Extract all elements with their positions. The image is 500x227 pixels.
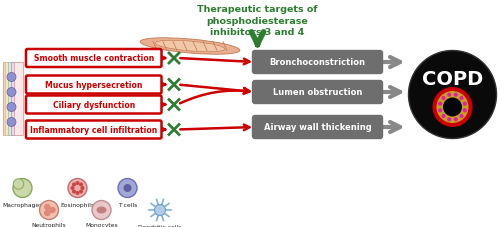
FancyBboxPatch shape bbox=[252, 81, 382, 104]
Text: inhibitors 3 and 4: inhibitors 3 and 4 bbox=[210, 28, 304, 37]
Circle shape bbox=[154, 205, 166, 216]
FancyBboxPatch shape bbox=[11, 63, 22, 135]
Circle shape bbox=[40, 201, 58, 220]
FancyBboxPatch shape bbox=[2, 63, 22, 135]
Circle shape bbox=[7, 118, 16, 127]
Circle shape bbox=[79, 190, 83, 194]
Circle shape bbox=[76, 181, 80, 185]
Text: Smooth muscle contraction: Smooth muscle contraction bbox=[34, 54, 154, 63]
Text: Macrophages: Macrophages bbox=[2, 202, 42, 207]
Text: Therapeutic targets of: Therapeutic targets of bbox=[197, 5, 318, 15]
FancyBboxPatch shape bbox=[26, 121, 162, 139]
Circle shape bbox=[124, 184, 132, 192]
Circle shape bbox=[447, 118, 452, 122]
Circle shape bbox=[7, 73, 16, 82]
Circle shape bbox=[44, 210, 51, 216]
Circle shape bbox=[438, 102, 442, 106]
Text: Inflammatory cell infiltration: Inflammatory cell infiltration bbox=[30, 126, 158, 134]
Circle shape bbox=[438, 109, 442, 113]
Text: Dendritic cells: Dendritic cells bbox=[138, 224, 182, 227]
Circle shape bbox=[76, 191, 80, 195]
Circle shape bbox=[454, 93, 458, 97]
Text: Mucus hypersecretion: Mucus hypersecretion bbox=[45, 81, 142, 90]
Text: Lumen obstruction: Lumen obstruction bbox=[273, 88, 362, 97]
Circle shape bbox=[79, 183, 83, 187]
Circle shape bbox=[80, 186, 84, 190]
Circle shape bbox=[443, 98, 462, 117]
FancyBboxPatch shape bbox=[252, 51, 382, 74]
Text: Neutrophils: Neutrophils bbox=[32, 222, 66, 227]
Circle shape bbox=[442, 96, 446, 101]
Text: COPD: COPD bbox=[422, 70, 483, 89]
Circle shape bbox=[7, 103, 16, 112]
FancyBboxPatch shape bbox=[26, 50, 162, 68]
FancyBboxPatch shape bbox=[6, 63, 22, 135]
Circle shape bbox=[436, 92, 468, 123]
Circle shape bbox=[454, 118, 458, 122]
Circle shape bbox=[13, 179, 32, 198]
Circle shape bbox=[462, 102, 467, 106]
Circle shape bbox=[14, 179, 24, 189]
FancyBboxPatch shape bbox=[26, 96, 162, 114]
Circle shape bbox=[70, 186, 74, 190]
Ellipse shape bbox=[155, 41, 225, 52]
Circle shape bbox=[72, 183, 76, 187]
Circle shape bbox=[432, 88, 472, 127]
Text: phosphodiesterase: phosphodiesterase bbox=[206, 17, 308, 26]
FancyBboxPatch shape bbox=[14, 63, 22, 135]
Circle shape bbox=[408, 51, 496, 139]
Text: Bronchoconstriction: Bronchoconstriction bbox=[270, 58, 366, 67]
Circle shape bbox=[44, 204, 51, 210]
Circle shape bbox=[462, 109, 467, 113]
Circle shape bbox=[460, 114, 464, 118]
Circle shape bbox=[49, 207, 56, 213]
FancyBboxPatch shape bbox=[252, 116, 382, 139]
Circle shape bbox=[118, 179, 137, 198]
Circle shape bbox=[460, 96, 464, 101]
Circle shape bbox=[68, 179, 87, 198]
Text: Eosinophils: Eosinophils bbox=[60, 202, 94, 207]
FancyBboxPatch shape bbox=[8, 63, 22, 135]
Text: Monocytes: Monocytes bbox=[85, 222, 118, 227]
Ellipse shape bbox=[96, 207, 106, 214]
Circle shape bbox=[442, 114, 446, 118]
Ellipse shape bbox=[140, 39, 240, 55]
Text: Airway wall thickening: Airway wall thickening bbox=[264, 123, 372, 132]
FancyBboxPatch shape bbox=[26, 76, 162, 94]
Circle shape bbox=[447, 93, 452, 97]
Circle shape bbox=[92, 201, 111, 220]
Circle shape bbox=[7, 88, 16, 97]
Circle shape bbox=[72, 190, 76, 194]
Text: T cells: T cells bbox=[118, 202, 137, 207]
Text: Ciliary dysfunction: Ciliary dysfunction bbox=[52, 101, 135, 109]
